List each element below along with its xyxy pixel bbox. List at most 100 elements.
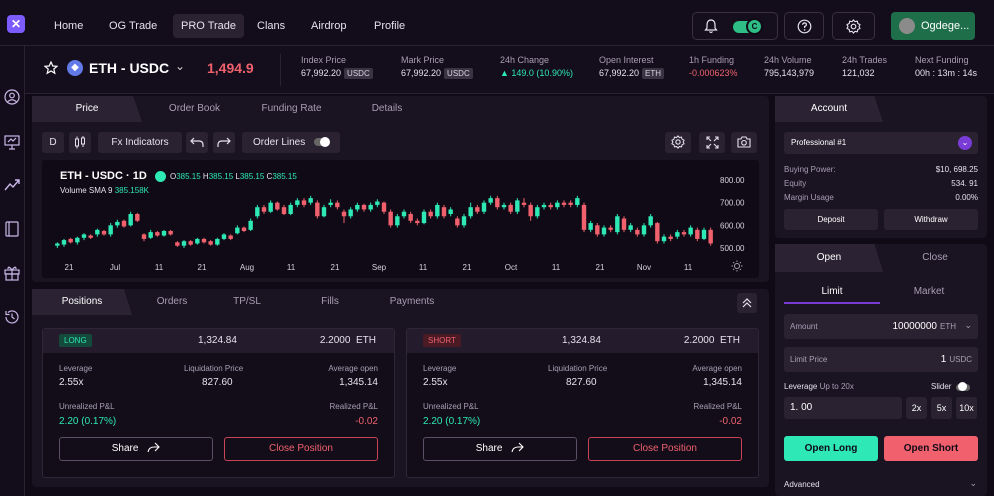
candle-body[interactable] (421, 211, 427, 224)
candle-body[interactable] (135, 214, 140, 221)
candle-body[interactable] (648, 216, 653, 226)
candle-body[interactable] (535, 207, 540, 217)
history-icon[interactable] (3, 308, 21, 326)
indicators-button[interactable]: Fx Indicators (98, 132, 182, 153)
candle-body[interactable] (321, 207, 327, 217)
price-chart[interactable]: 800.00 700.00 600.00 500.00 21 Jul 11 21 Aug 11 21… (42, 160, 759, 278)
candle-body[interactable] (181, 241, 187, 246)
candle-body[interactable] (215, 238, 220, 245)
nav-airdrop[interactable]: Airdrop (311, 20, 347, 32)
share-button[interactable]: Share (59, 437, 213, 461)
candle-body[interactable] (335, 202, 340, 208)
candle-body[interactable] (541, 204, 547, 208)
undo-button[interactable] (186, 132, 208, 153)
limit-price-field[interactable]: Limit Price 1 USDC (784, 347, 978, 372)
candle-body[interactable] (268, 202, 273, 212)
nav-clans[interactable]: Clans (257, 20, 286, 32)
tab-tpsl[interactable]: TP/SL (233, 296, 261, 307)
trend-icon[interactable] (3, 176, 21, 194)
nav-home[interactable]: Home (54, 20, 84, 32)
close-position-button[interactable]: Close Position (588, 437, 742, 461)
candle-body[interactable] (195, 238, 200, 244)
candle-body[interactable] (515, 200, 520, 212)
candle-body[interactable] (208, 241, 213, 245)
candle-body[interactable] (201, 238, 207, 243)
candle-body[interactable] (308, 198, 313, 203)
candle-body[interactable] (315, 202, 320, 217)
order-lines-toggle[interactable]: Order Lines (242, 132, 340, 153)
candle-body[interactable] (161, 231, 167, 236)
sun-icon[interactable] (731, 260, 743, 272)
user-icon[interactable] (3, 88, 21, 106)
candle-body[interactable] (341, 211, 347, 217)
candle-body[interactable] (448, 209, 453, 214)
candle-body[interactable] (575, 198, 580, 205)
candle-body[interactable] (168, 231, 173, 235)
chevron-down-icon[interactable]: ⌄ (175, 59, 186, 73)
candlestick-chart[interactable]: 800.00 700.00 600.00 500.00 21 Jul 11 21 Aug 11 21… (42, 160, 759, 278)
candle-body[interactable] (395, 216, 400, 226)
tab-account[interactable]: Account (775, 96, 883, 122)
candle-body[interactable] (581, 204, 587, 230)
candle-body[interactable] (348, 209, 353, 217)
fullscreen-button[interactable] (699, 132, 725, 153)
candle-body[interactable] (221, 234, 227, 239)
candle-body[interactable] (301, 200, 307, 205)
candle-body[interactable] (295, 200, 300, 205)
interval-button[interactable]: D (42, 132, 64, 153)
candle-body[interactable] (475, 207, 480, 212)
advanced-toggle[interactable]: Advanced (784, 480, 820, 489)
candle-body[interactable] (495, 198, 500, 208)
candle-body[interactable] (128, 214, 133, 226)
open-long-button[interactable]: Open Long (784, 436, 878, 461)
candle-body[interactable] (95, 229, 100, 235)
candle-body[interactable] (101, 231, 107, 235)
collapse-button[interactable] (737, 293, 757, 313)
candle-body[interactable] (435, 204, 440, 217)
help-button[interactable] (784, 12, 824, 40)
amount-field[interactable]: Amount 10000000 ETH ⌄ (784, 314, 978, 339)
candle-body[interactable] (408, 214, 413, 221)
candle-body[interactable] (108, 225, 113, 235)
chevron-down-icon[interactable]: ⌄ (964, 320, 972, 330)
star-icon[interactable] (44, 61, 58, 75)
candle-body[interactable] (281, 207, 287, 214)
candle-body[interactable] (61, 240, 67, 245)
share-button[interactable]: Share (423, 437, 577, 461)
presentation-icon[interactable] (3, 133, 21, 151)
candle-body[interactable] (481, 202, 487, 212)
candle-body[interactable] (241, 227, 247, 231)
candle-body[interactable] (121, 220, 127, 227)
close-position-button[interactable]: Close Position (224, 437, 378, 461)
candle-body[interactable] (381, 202, 387, 212)
candle-body[interactable] (508, 204, 513, 212)
candle-body[interactable] (68, 238, 73, 243)
candle-body[interactable] (561, 202, 567, 205)
tab-price[interactable]: Price (32, 96, 142, 122)
candle-body[interactable] (695, 229, 700, 239)
nav-og-trade[interactable]: OG Trade (109, 20, 158, 32)
candle-body[interactable] (355, 204, 360, 210)
candle-body[interactable] (188, 241, 193, 245)
app-logo[interactable]: ✕ (7, 15, 25, 33)
book-icon[interactable] (3, 220, 21, 238)
tab-payments[interactable]: Payments (389, 296, 435, 307)
candle-body[interactable] (228, 235, 233, 239)
candle-body[interactable] (701, 229, 707, 239)
candle-body[interactable] (415, 220, 420, 224)
candle-body[interactable] (628, 225, 633, 230)
candle-body[interactable] (155, 232, 160, 236)
candle-body[interactable] (601, 227, 607, 235)
candle-body[interactable] (255, 207, 260, 217)
candle-body[interactable] (675, 232, 680, 237)
candle-body[interactable] (81, 234, 87, 238)
candle-body[interactable] (141, 234, 147, 239)
candle-body[interactable] (288, 204, 293, 214)
candle-body[interactable] (548, 204, 553, 208)
tab-market[interactable]: Market (913, 286, 945, 297)
chart-settings-button[interactable] (665, 132, 691, 153)
tab-positions[interactable]: Positions (32, 289, 132, 315)
candle-body[interactable] (368, 204, 373, 210)
settings-button[interactable] (832, 12, 875, 40)
candle-body[interactable] (55, 243, 60, 246)
